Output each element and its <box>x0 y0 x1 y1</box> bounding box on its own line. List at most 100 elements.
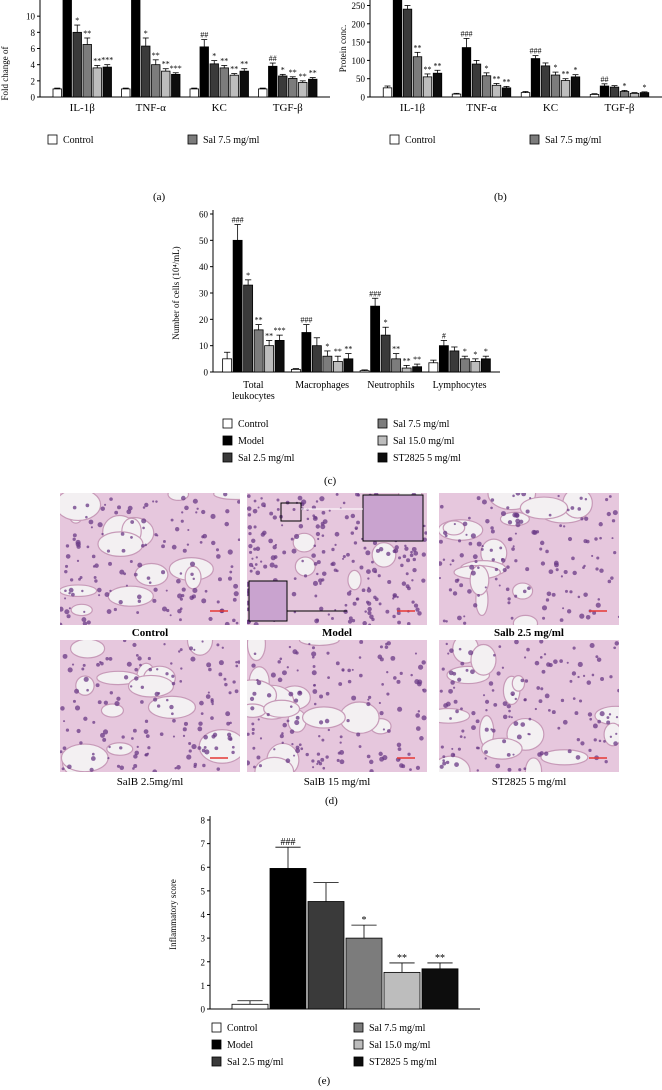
nucleus <box>606 720 611 725</box>
nucleus <box>467 589 472 594</box>
nucleus <box>316 762 319 766</box>
bar-sal75 <box>619 91 630 98</box>
nucleus <box>386 729 391 733</box>
nucleus <box>68 591 71 595</box>
bar-sal25 <box>307 901 345 1010</box>
nucleus <box>357 493 361 497</box>
nucleus <box>522 589 527 594</box>
nucleus <box>331 561 336 566</box>
nucleus <box>415 765 421 770</box>
nucleus <box>378 602 382 606</box>
nucleus <box>541 669 546 674</box>
nucleus <box>312 766 315 769</box>
nucleus <box>327 728 331 732</box>
nucleus <box>100 732 105 738</box>
nucleus <box>525 509 530 514</box>
legend-swatch-sal25 <box>222 452 233 463</box>
significance-label: * <box>362 915 367 926</box>
nucleus <box>191 594 196 599</box>
legend-swatch-sal150 <box>353 1039 364 1050</box>
nucleus <box>554 562 559 568</box>
nucleus <box>615 732 618 735</box>
nucleus <box>409 553 414 558</box>
bar-model <box>599 85 610 98</box>
nucleus <box>460 707 463 711</box>
nucleus <box>585 614 591 620</box>
nucleus <box>566 508 570 512</box>
nucleus <box>247 513 252 517</box>
nucleus <box>572 697 576 700</box>
nucleus <box>142 506 146 509</box>
alveolar-space <box>70 603 93 617</box>
nucleus <box>282 722 287 728</box>
nucleus <box>119 569 125 575</box>
nucleus <box>598 739 602 743</box>
nucleus <box>459 583 464 588</box>
alveolar-space <box>186 640 214 656</box>
nucleus <box>579 496 583 500</box>
significance-label: *** <box>274 326 286 335</box>
nucleus <box>64 589 67 593</box>
nucleus <box>452 686 456 689</box>
category-label: IL-1β <box>400 102 426 114</box>
nucleus <box>339 741 342 744</box>
nucleus <box>407 752 411 756</box>
nucleus <box>451 747 454 750</box>
nucleus <box>172 718 176 723</box>
nucleus <box>298 523 304 529</box>
bar-sal150 <box>332 361 343 373</box>
nucleus <box>519 519 524 524</box>
nucleus <box>613 741 618 746</box>
legend-label-sal25: Sal 2.5 mg/ml <box>227 1057 284 1068</box>
significance-label: ** <box>403 356 411 365</box>
nucleus <box>227 549 233 555</box>
nucleus <box>251 722 255 726</box>
nucleus <box>107 757 110 760</box>
y-tick-label: 8 <box>31 28 36 38</box>
bar-sal150 <box>264 345 275 373</box>
nucleus <box>100 506 105 511</box>
nucleus <box>617 615 619 619</box>
nucleus <box>225 509 230 514</box>
nucleus <box>491 558 495 562</box>
nucleus <box>502 701 508 707</box>
nucleus <box>210 513 216 519</box>
nucleus <box>98 594 101 597</box>
nucleus <box>567 536 573 542</box>
nucleus <box>321 534 325 537</box>
nucleus <box>379 711 384 716</box>
nucleus <box>147 656 151 661</box>
nucleus <box>235 664 239 668</box>
nucleus <box>104 503 107 506</box>
nucleus <box>527 586 531 591</box>
category-label: Neutrophils <box>367 380 414 391</box>
y-tick-label: 40 <box>199 262 209 272</box>
nucleus <box>207 691 210 694</box>
nucleus <box>200 712 204 716</box>
micrograph-caption: Salb 2.5 mg/ml <box>494 627 564 639</box>
alveolar-space <box>127 674 175 698</box>
significance-label: ** <box>503 77 511 86</box>
bar-st2825 <box>480 358 491 373</box>
nucleus <box>539 751 544 756</box>
bar-model <box>370 305 381 373</box>
nucleus <box>176 765 181 770</box>
alveolar-space <box>469 564 490 596</box>
nucleus <box>439 764 444 769</box>
nucleus <box>417 710 421 713</box>
nucleus <box>311 651 317 657</box>
nucleus <box>579 613 585 619</box>
nucleus <box>136 745 139 748</box>
nucleus <box>413 603 419 608</box>
nucleus <box>378 547 384 552</box>
nucleus <box>546 591 552 597</box>
legend-swatch-control <box>222 418 233 429</box>
nucleus <box>445 620 448 623</box>
nucleus <box>109 497 113 501</box>
nucleus <box>518 768 522 772</box>
nucleus <box>155 500 158 503</box>
nucleus <box>232 618 236 623</box>
nucleus <box>422 688 427 693</box>
nucleus <box>348 616 353 621</box>
nucleus <box>253 652 257 656</box>
